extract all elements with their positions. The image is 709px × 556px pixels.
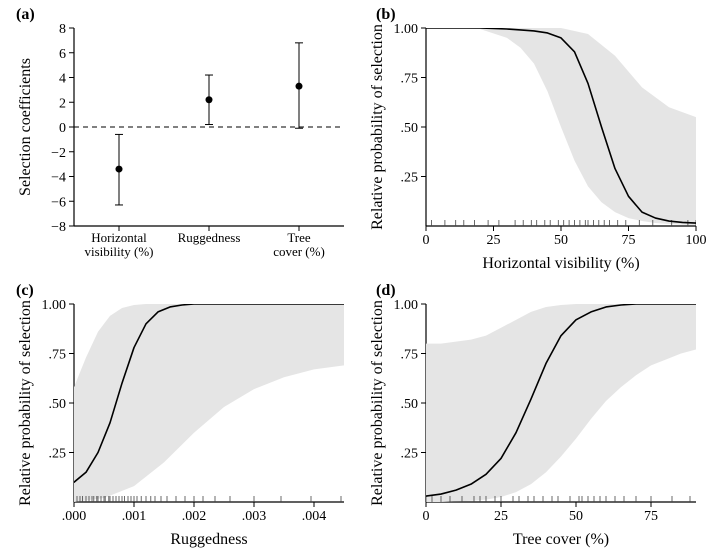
svg-text:Relative probability of select: Relative probability of selection (369, 300, 386, 506)
panel-b: .25 .50 .75 1.00 0 25 50 75 100 Horizontal visibi… (364, 6, 706, 276)
svg-text:25: 25 (494, 509, 508, 524)
svg-text:Horizontal: Horizontal (91, 230, 147, 245)
svg-text:1.00: 1.00 (42, 298, 67, 313)
svg-text:4: 4 (59, 72, 66, 87)
svg-text:.004: .004 (302, 509, 327, 524)
svg-text:1.00: 1.00 (394, 298, 419, 313)
svg-text:.001: .001 (122, 509, 147, 524)
panel-c: .25 .50 .75 1.00 .000 .001 .002 .003 .004 Ruggedn… (12, 282, 354, 552)
svg-text:2: 2 (59, 96, 66, 111)
svg-text:.75: .75 (401, 348, 419, 363)
svg-text:0: 0 (59, 121, 66, 136)
svg-text:0: 0 (423, 509, 430, 524)
svg-text:−2: −2 (51, 146, 66, 161)
svg-text:Tree: Tree (287, 230, 311, 245)
svg-text:Relative probability of select: Relative probability of selection (17, 300, 34, 506)
svg-text:.002: .002 (182, 509, 207, 524)
svg-text:Ruggedness: Ruggedness (178, 230, 241, 245)
svg-text:.25: .25 (401, 171, 419, 186)
svg-text:−8: −8 (51, 220, 66, 235)
svg-text:6: 6 (59, 47, 66, 62)
svg-text:0: 0 (423, 233, 430, 248)
svg-text:−6: −6 (51, 195, 66, 210)
svg-text:Ruggedness: Ruggedness (170, 531, 247, 548)
svg-text:Tree cover (%): Tree cover (%) (513, 531, 609, 548)
svg-text:75: 75 (622, 233, 636, 248)
svg-text:.50: .50 (401, 397, 419, 412)
svg-text:Relative probability of select: Relative probability of selection (369, 24, 386, 230)
svg-text:−4: −4 (51, 171, 66, 186)
panel-a: −8 −6 −4 −2 0 2 4 6 8 Selection coefficients Horiz… (12, 6, 354, 276)
svg-text:75: 75 (644, 509, 658, 524)
svg-text:.50: .50 (401, 121, 419, 136)
svg-text:.003: .003 (242, 509, 267, 524)
svg-text:Selection coefficients: Selection coefficients (17, 58, 34, 196)
svg-text:.000: .000 (62, 509, 87, 524)
figure: (a)−8−6−4−202468Selection coefficientsHo… (0, 0, 709, 556)
panel-d: .25 .50 .75 1.00 0 25 50 75 Tree cover (%) Relati… (364, 282, 706, 552)
svg-text:8: 8 (59, 22, 66, 37)
svg-text:50: 50 (569, 509, 583, 524)
svg-text:25: 25 (487, 233, 501, 248)
svg-text:100: 100 (686, 233, 707, 248)
svg-text:.25: .25 (49, 447, 67, 462)
svg-text:.25: .25 (401, 447, 419, 462)
svg-text:Horizontal visibility (%): Horizontal visibility (%) (482, 255, 639, 272)
svg-text:1.00: 1.00 (394, 22, 419, 37)
svg-text:.75: .75 (49, 348, 67, 363)
svg-text:cover (%): cover (%) (273, 244, 325, 259)
svg-text:.75: .75 (401, 72, 419, 87)
svg-text:visibility (%): visibility (%) (85, 244, 154, 259)
svg-text:50: 50 (554, 233, 568, 248)
svg-text:.50: .50 (49, 397, 67, 412)
